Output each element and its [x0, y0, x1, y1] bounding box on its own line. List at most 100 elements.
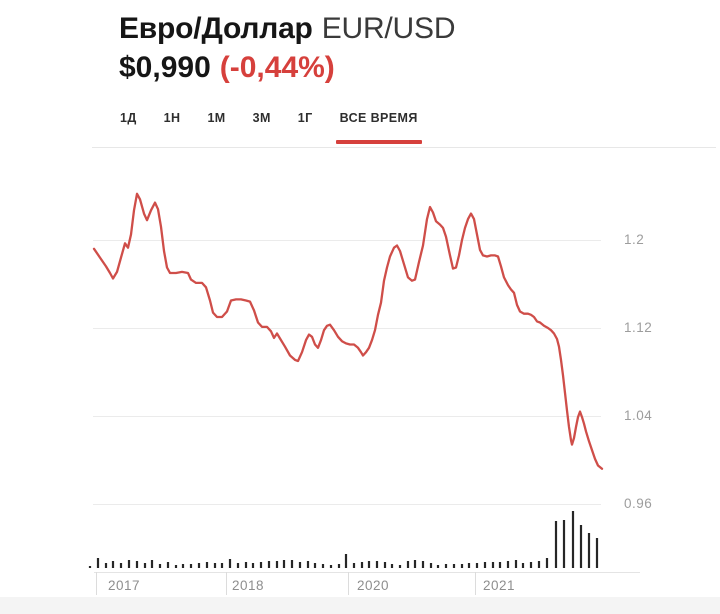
volume-bar — [259, 562, 263, 568]
volume-bar — [267, 561, 271, 568]
x-axis-label: 2020 — [357, 578, 390, 593]
volume-bar — [220, 563, 224, 568]
volume-bar — [181, 564, 185, 568]
volume-bar — [398, 565, 402, 568]
x-axis-label: 2017 — [108, 578, 141, 593]
x-axis-label: 2021 — [483, 578, 516, 593]
volume-bar — [306, 561, 310, 568]
volume-bar — [166, 562, 170, 568]
tab-1d[interactable]: 1Д — [120, 111, 137, 125]
volume-bar — [236, 563, 240, 568]
y-axis-label: 1.12 — [624, 320, 653, 335]
tab-1w[interactable]: 1Н — [163, 111, 181, 125]
volume-bar — [514, 560, 518, 568]
volume-bar — [579, 525, 583, 568]
timeframe-tabs: 1Д 1Н 1М 3М 1Г ВСЕ ВРЕМЯ — [120, 111, 422, 144]
footer-strip — [0, 597, 720, 614]
volume-bar — [521, 563, 525, 568]
volume-bar — [111, 561, 115, 568]
volume-bar — [475, 563, 479, 568]
instrument-name-ru: Евро/Доллар — [119, 12, 313, 45]
volume-bar — [444, 564, 448, 568]
volume-bar — [228, 559, 232, 568]
volume-bar — [529, 562, 533, 568]
gridline — [93, 328, 601, 329]
volume-bar — [571, 511, 575, 568]
y-axis-label: 1.04 — [624, 408, 653, 423]
volume-bar — [595, 538, 599, 568]
volume-bar — [367, 561, 371, 568]
volume-bar — [562, 520, 566, 568]
volume-bar — [189, 564, 193, 568]
volume-bar — [104, 563, 108, 568]
x-axis-divider — [226, 572, 227, 595]
volume-bar — [205, 562, 209, 568]
volume-bar — [275, 561, 279, 568]
volume-bar — [158, 564, 162, 568]
volume-bar — [498, 562, 502, 568]
volume-bar — [119, 563, 123, 568]
volume-bar — [337, 564, 341, 568]
tab-1m[interactable]: 1М — [207, 111, 226, 125]
volume-bars — [88, 511, 599, 568]
tab-3m[interactable]: 3М — [252, 111, 271, 125]
price-row: $0,990 (-0,44%) — [119, 51, 335, 85]
volume-bar — [452, 564, 456, 568]
volume-bar — [197, 563, 201, 568]
x-axis-divider — [475, 572, 476, 595]
volume-bar — [421, 561, 425, 568]
volume-bar — [290, 560, 294, 568]
volume-bar — [88, 566, 92, 568]
volume-bar — [244, 562, 248, 568]
volume-bar — [390, 564, 394, 568]
instrument-ticker: EUR/USD — [321, 12, 456, 45]
volume-bar — [321, 564, 325, 568]
volume-bar — [127, 560, 131, 568]
tabs-separator — [92, 147, 716, 148]
volume-bar — [135, 561, 139, 568]
tab-1y[interactable]: 1Г — [297, 111, 313, 125]
volume-bar — [545, 558, 549, 568]
volume-bar — [352, 563, 356, 568]
volume-bar — [460, 564, 464, 568]
volume-bar — [143, 563, 147, 568]
volume-bar — [251, 563, 255, 568]
volume-bar — [360, 562, 364, 568]
price-change-percent: (-0,44%) — [219, 51, 335, 84]
tab-all-time[interactable]: ВСЕ ВРЕМЯ — [335, 111, 422, 144]
volume-bar — [406, 561, 410, 568]
volume-bar — [174, 565, 178, 568]
volume-bar — [329, 565, 333, 568]
volume-bar — [96, 558, 100, 568]
x-axis-divider — [348, 572, 349, 595]
price-line — [92, 192, 604, 470]
volume-bar — [554, 521, 558, 568]
gridline — [93, 416, 601, 417]
volume-bar — [483, 562, 487, 568]
volume-bar — [537, 561, 541, 568]
volume-bar — [506, 561, 510, 568]
y-axis-label: 1.2 — [624, 232, 645, 247]
x-axis-line — [94, 572, 640, 573]
x-axis-divider — [96, 572, 97, 595]
y-axis-label: 0.96 — [624, 496, 653, 511]
volume-bar — [375, 561, 379, 568]
gridline — [93, 504, 601, 505]
volume-bar — [436, 565, 440, 568]
gridline — [93, 240, 601, 241]
volume-bar — [150, 560, 154, 568]
volume-bar — [429, 563, 433, 568]
last-price: $0,990 — [119, 51, 211, 84]
volume-bar — [213, 563, 217, 568]
volume-bar — [587, 533, 591, 568]
volume-bar — [467, 563, 471, 568]
volume-bar — [298, 562, 302, 568]
volume-bar — [413, 560, 417, 568]
volume-bar — [383, 562, 387, 568]
volume-bar — [491, 562, 495, 568]
instrument-title: Евро/Доллар EUR/USD — [119, 12, 456, 46]
x-axis-label: 2018 — [232, 578, 265, 593]
volume-bar — [313, 563, 317, 568]
